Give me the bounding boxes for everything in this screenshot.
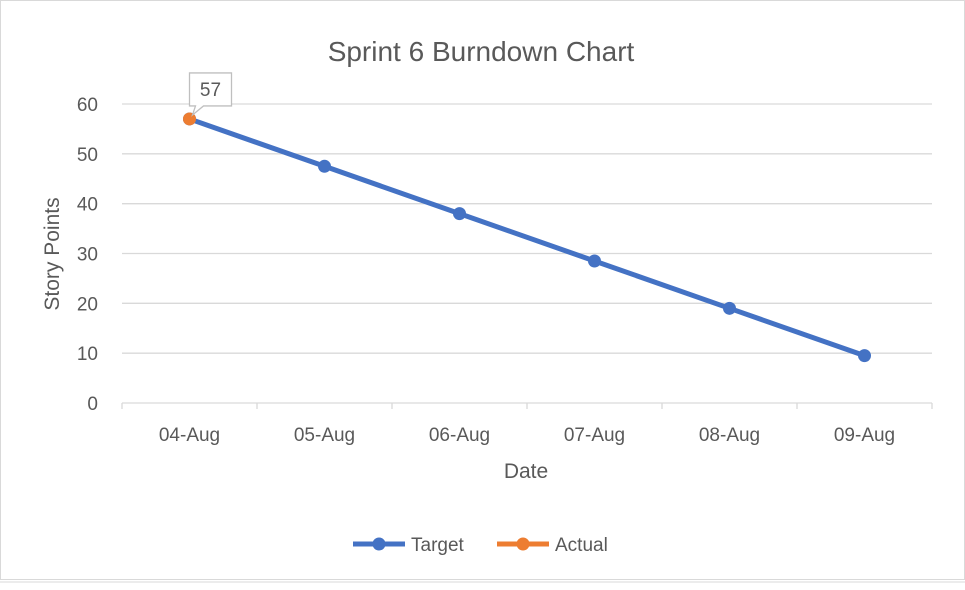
y-tick-label: 30 <box>77 245 98 266</box>
x-tick-label: 07-Aug <box>564 425 625 446</box>
x-axis-tick-labels: 04-Aug 05-Aug 06-Aug 07-Aug 08-Aug 09-Aug <box>159 425 895 446</box>
x-tick-label: 08-Aug <box>699 425 760 446</box>
legend-marker-target <box>372 537 386 551</box>
y-axis-title[interactable]: Story Points <box>41 197 64 310</box>
y-tick-label: 60 <box>77 95 98 116</box>
y-tick-label: 0 <box>87 394 98 415</box>
y-tick-label: 20 <box>77 294 98 315</box>
x-axis-title[interactable]: Date <box>504 460 548 483</box>
y-tick-label: 40 <box>77 195 98 216</box>
y-tick-label: 50 <box>77 145 98 166</box>
legend[interactable]: Target Actual <box>353 535 608 556</box>
data-point-target <box>318 159 331 173</box>
data-label-callout <box>188 72 233 117</box>
series-line-target <box>187 116 867 359</box>
data-point-target <box>588 254 601 268</box>
data-point-target <box>858 349 871 363</box>
legend-marker-actual <box>516 537 530 551</box>
plot-series <box>183 112 871 363</box>
legend-label-target: Target <box>411 535 465 556</box>
data-point-actual <box>183 112 196 126</box>
x-tick-label: 06-Aug <box>429 425 490 446</box>
y-axis-tick-labels: 0 10 20 30 40 50 60 <box>77 95 98 415</box>
data-point-target <box>453 207 466 221</box>
legend-label-actual: Actual <box>555 535 608 556</box>
data-point-target <box>723 301 736 315</box>
gridlines <box>121 103 933 409</box>
chart-title[interactable]: Sprint 6 Burndown Chart <box>328 36 635 67</box>
x-tick-label: 09-Aug <box>834 425 895 446</box>
x-tick-label: 04-Aug <box>159 425 220 446</box>
y-tick-label: 10 <box>77 344 98 365</box>
data-labels: 57 <box>188 72 233 117</box>
data-label: 57 <box>200 80 221 101</box>
x-tick-label: 05-Aug <box>294 425 355 446</box>
